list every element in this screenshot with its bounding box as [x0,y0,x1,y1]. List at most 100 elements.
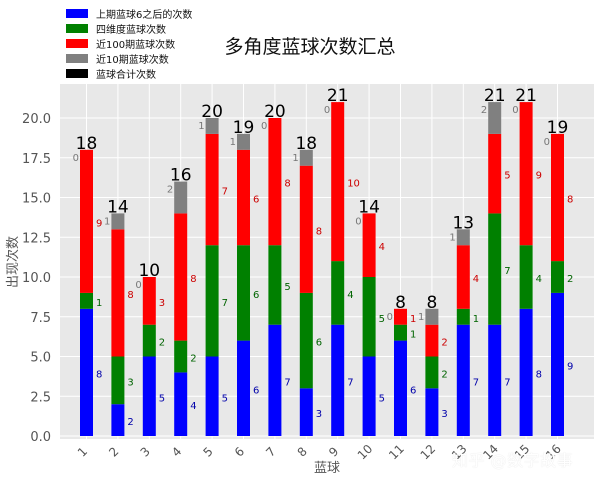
total-value-label: 20 [201,102,223,122]
bar-segment [456,245,470,309]
bar-segment [394,324,407,341]
bar-segment [142,277,156,325]
x-tick-label: 12 [418,442,439,463]
y-axis-ticks: 0.0 2.5 5.0 7.5 10.0 12.5 15.0 17.5 20.0 [22,112,51,445]
bar-segment [142,324,156,357]
x-tick-label: 11 [386,442,407,463]
total-value-label: 21 [484,86,506,106]
total-value-label: 14 [358,197,380,217]
x-axis-label: 蓝球 [314,461,340,476]
total-value-label: 18 [295,134,317,154]
segment-value-label: 1 [198,121,204,132]
bar-segment [488,213,502,325]
legend-item-blue: 上期蓝球6之后的次数 [66,6,192,21]
y-tick-label: 12.5 [22,231,51,246]
segment-value-label: 4 [190,401,196,412]
x-tick-label: 1 [75,444,90,459]
legend-item-red: 近100期蓝球次数 [66,36,192,51]
legend-swatch [66,69,88,78]
bar-segment [237,133,250,150]
bar-segment [362,277,376,357]
bar-segment [174,340,188,373]
y-tick-label: 17.5 [22,152,51,167]
segment-value-label: 0 [73,153,79,164]
segment-value-label: 5 [504,171,510,182]
chart-title: 多角度蓝球次数汇总 [224,36,396,58]
bar-segment [331,324,345,436]
y-tick-label: 10.0 [22,271,51,286]
y-axis-label: 出现次数 [5,236,21,288]
segment-value-label: 2 [159,338,165,349]
total-value-label: 21 [327,86,349,106]
bar-segment [268,118,282,246]
segment-value-label: 9 [536,171,542,182]
segment-value-label: 7 [222,187,228,198]
legend-swatch [66,54,88,63]
segment-value-label: 4 [473,274,479,285]
x-tick-label: 8 [295,444,310,459]
bar-segment [394,308,407,325]
bar-segment [205,245,219,357]
bar-segment [488,324,502,436]
bar-segment [425,308,439,325]
legend: 上期蓝球6之后的次数 四维度蓝球次数 近100期蓝球次数 近10期蓝球次数 蓝球… [66,6,192,81]
bar-segment [519,308,533,436]
segment-value-label: 3 [159,298,165,309]
bar-segment [488,102,502,134]
bar-segment [456,229,470,246]
legend-swatch [66,24,88,33]
segment-value-label: 4 [347,290,353,301]
bar-segment [142,356,156,436]
bar-segment [205,356,219,436]
bar-segment [111,356,125,405]
bar-segment [80,149,93,293]
segment-value-label: 1 [418,312,424,323]
segment-value-label: 8 [536,369,542,380]
segment-value-label: 9 [567,361,573,372]
y-tick-label: 5.0 [30,351,51,366]
segment-value-label: 1 [449,232,455,243]
bar-segment [299,388,313,436]
segment-value-label: 1 [230,137,236,148]
y-tick-label: 2.5 [30,390,51,405]
total-value-label: 8 [426,293,437,313]
bar-segment [174,181,188,214]
legend-label: 近100期蓝球次数 [96,40,176,51]
total-value-label: 20 [264,102,286,122]
segment-value-label: 5 [222,393,228,404]
segment-value-label: 1 [473,314,479,325]
legend-label: 蓝球合计次数 [96,70,156,81]
x-tick-label: 2 [106,444,121,459]
watermark: 知乎 @数字故事 [452,451,574,470]
bar-segment [519,102,533,246]
bar-segment [111,229,125,357]
segment-value-label: 8 [284,179,290,190]
bar-segment [299,292,313,389]
x-tick-label: 5 [200,444,215,459]
bar-segment [551,292,564,436]
segment-value-label: 0 [261,121,267,132]
bar-segment [394,340,407,436]
segment-value-label: 0 [544,137,550,148]
segment-value-label: 8 [127,290,133,301]
segment-value-label: 0 [512,105,518,116]
total-value-label: 14 [107,197,129,217]
bar-segment [519,245,533,309]
segment-value-label: 7 [473,377,479,388]
legend-item-green: 四维度蓝球次数 [66,21,192,36]
segment-value-label: 2 [167,185,173,196]
segment-value-label: 5 [379,393,385,404]
bars-layer [80,102,564,436]
segment-value-label: 8 [567,195,573,206]
bar-segment [425,388,439,436]
segment-value-label: 1 [292,153,298,164]
segment-value-label: 7 [222,298,228,309]
segment-value-label: 3 [127,377,133,388]
segment-value-label: 2 [441,369,447,380]
segment-value-label: 8 [96,369,102,380]
segment-value-label: 2 [127,417,133,428]
segment-value-label: 2 [567,274,573,285]
segment-value-label: 0 [324,105,330,116]
bar-segment [299,149,313,166]
